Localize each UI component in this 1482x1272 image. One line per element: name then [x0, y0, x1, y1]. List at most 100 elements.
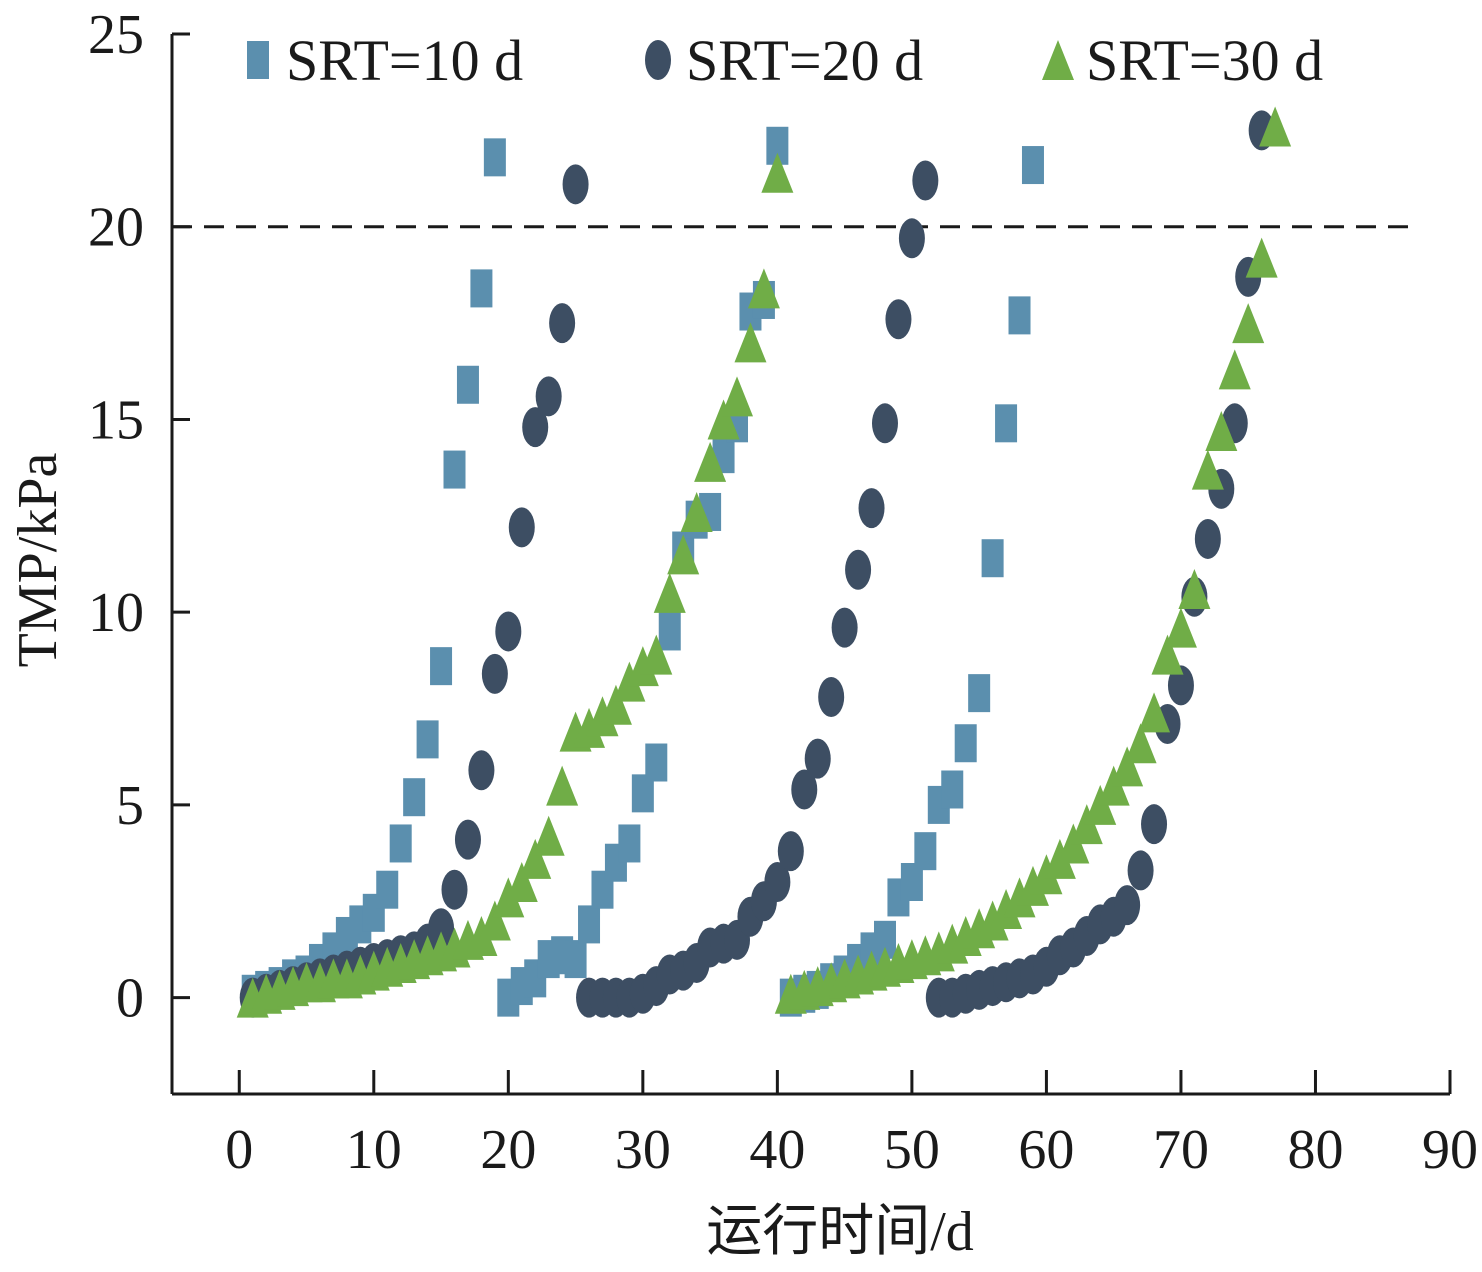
data-point: [990, 888, 1023, 929]
data-point: [914, 832, 937, 871]
data-point: [831, 607, 858, 648]
y-tick-label: 25: [88, 4, 144, 66]
data-point: [470, 269, 493, 308]
y-tick-label: 15: [88, 389, 144, 451]
data-point: [873, 920, 896, 959]
data-point: [871, 403, 898, 444]
x-axis-title: 运行时间/d: [706, 1201, 974, 1263]
data-point: [578, 905, 601, 944]
data-point: [1124, 723, 1157, 764]
data-point: [995, 404, 1018, 443]
data-point: [586, 696, 619, 737]
data-point: [1138, 692, 1171, 733]
data-point: [680, 491, 713, 532]
data-point: [954, 724, 977, 763]
data-point: [804, 738, 831, 779]
legend-entry: SRT=20 d: [645, 28, 923, 93]
x-tick-label: 90: [1422, 1119, 1478, 1181]
data-point: [562, 164, 589, 205]
data-point: [430, 647, 453, 686]
y-tick-label: 10: [88, 582, 144, 644]
legend-label: SRT=30 d: [1086, 28, 1323, 93]
x-tick-label: 80: [1287, 1119, 1343, 1181]
data-point: [483, 138, 506, 177]
data-point: [858, 488, 885, 529]
x-tick-label: 30: [615, 1119, 671, 1181]
data-point: [403, 778, 426, 817]
data-point: [645, 743, 668, 782]
axes: 0 5 10 15 20 25 0 10 20 30 40 50 60 70 80 90: [88, 4, 1478, 1181]
data-point: [416, 720, 439, 759]
legend-label: SRT=20 d: [686, 28, 923, 93]
data-point: [1111, 746, 1144, 787]
data-point: [721, 376, 754, 417]
data-point: [454, 819, 481, 860]
data-point: [481, 653, 508, 694]
data-point: [573, 707, 606, 748]
data-point: [1259, 106, 1292, 147]
data-point: [468, 750, 495, 791]
x-tick-label: 50: [884, 1119, 940, 1181]
data-point: [667, 534, 700, 575]
data-point: [694, 441, 727, 482]
data-point: [599, 684, 632, 725]
data-point: [456, 365, 479, 404]
data-point: [885, 299, 912, 340]
legend-entry: SRT=10 d: [247, 28, 523, 93]
data-point: [1191, 449, 1224, 490]
data-point: [653, 572, 686, 613]
data-point: [777, 831, 804, 872]
data-point: [376, 870, 399, 909]
data-point: [747, 268, 780, 309]
data-point: [818, 676, 845, 717]
data-point: [532, 815, 565, 856]
data-point: [1218, 349, 1251, 390]
data-point: [1205, 411, 1238, 452]
data-point: [1021, 146, 1044, 185]
x-tick-label: 0: [225, 1119, 253, 1181]
data-point: [1016, 865, 1049, 906]
legend-marker: [247, 41, 269, 79]
data-point: [441, 869, 468, 910]
legend-marker: [1042, 40, 1074, 80]
data-point: [707, 399, 740, 440]
y-tick-label: 0: [116, 968, 144, 1030]
data-point: [549, 303, 576, 344]
data-point: [766, 126, 789, 165]
data-point: [508, 507, 535, 548]
data-point: [941, 770, 964, 809]
series-srt-30-d: [236, 106, 1292, 1018]
data-point: [1008, 296, 1031, 335]
y-tick-label: 5: [116, 775, 144, 837]
data-point: [845, 549, 872, 590]
data-point: [1114, 885, 1141, 926]
data-point: [626, 646, 659, 687]
x-tick-label: 70: [1153, 1119, 1209, 1181]
data-point: [495, 611, 522, 652]
data-point: [1178, 569, 1211, 610]
data-point: [1141, 804, 1168, 845]
data-point: [1232, 303, 1265, 344]
y-axis-title: TMP/kPa: [7, 453, 69, 668]
data-point: [976, 900, 1009, 941]
legend-entry: SRT=30 d: [1042, 28, 1323, 93]
x-tick-label: 40: [749, 1119, 805, 1181]
data-point: [1167, 665, 1194, 706]
data-point: [443, 450, 466, 489]
data-point: [618, 824, 641, 863]
data-point: [389, 824, 412, 863]
data-point: [1151, 634, 1184, 675]
data-point: [640, 634, 673, 675]
series-srt-10-d: [241, 126, 1044, 1017]
data-point: [522, 407, 549, 448]
x-tick-label: 10: [346, 1119, 402, 1181]
data-point: [1164, 607, 1197, 648]
data-point: [791, 769, 818, 810]
data-point: [1245, 237, 1278, 278]
data-point: [519, 838, 552, 879]
data-point: [898, 218, 925, 259]
y-tick-label: 20: [88, 197, 144, 259]
legend-marker: [645, 40, 671, 80]
legend-label: SRT=10 d: [286, 28, 523, 93]
